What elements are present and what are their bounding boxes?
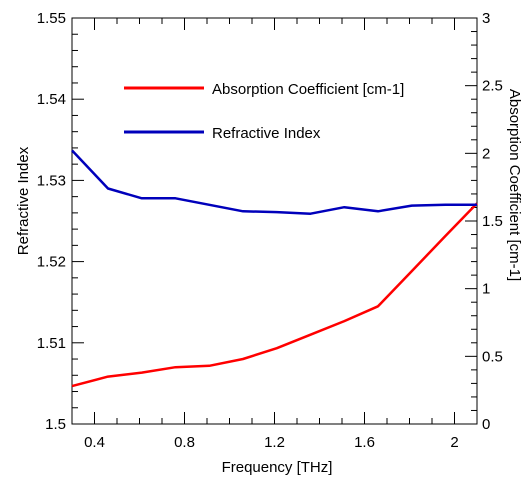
y-right-tick-label: 2.5 [482, 78, 503, 95]
legend-label-refractive-index: Refractive Index [212, 125, 321, 142]
series-line-refractive-index [71, 149, 477, 215]
y-axis-right-label: Absorption Coefficient [cm-1] [506, 89, 523, 281]
plot-frame [71, 17, 478, 425]
y-axis-left-label: Refractive Index [15, 146, 32, 255]
y-right-tick-label: 0 [482, 416, 490, 433]
x-tick-label: 1.2 [264, 434, 285, 451]
y-left-tick-label: 1.52 [37, 254, 66, 271]
y-left-tick-label: 1.51 [37, 335, 66, 352]
x-tick-label: 2 [450, 434, 458, 451]
y-right-tick-label: 2 [482, 145, 490, 162]
x-tick-label: 1.6 [354, 434, 375, 451]
y-right-tick-label: 0.5 [482, 348, 503, 365]
tick-labels: 0.4 0.8 1.2 1.6 21.51.511.521.531.541.5500.5… [37, 10, 503, 451]
tick-marks [71, 17, 478, 425]
y-left-tick-label: 1.54 [37, 91, 66, 108]
series-line-absorption [71, 202, 478, 388]
y-left-tick-label: 1.55 [37, 10, 66, 27]
legend: Absorption Coefficient [cm-1] Refractive… [124, 81, 404, 142]
x-axis-label: Frequency [THz] [222, 459, 333, 476]
y-left-tick-label: 1.53 [37, 172, 66, 189]
y-right-tick-label: 1 [482, 281, 490, 298]
y-right-tick-label: 1.5 [482, 213, 503, 230]
legend-label-absorption: Absorption Coefficient [cm-1] [212, 81, 404, 98]
series-lines [71, 149, 478, 388]
y-left-tick-label: 1.5 [45, 416, 66, 433]
x-tick-label: 0.8 [174, 434, 195, 451]
y-right-tick-label: 3 [482, 10, 490, 27]
x-tick-label: 0.4 [84, 434, 105, 451]
